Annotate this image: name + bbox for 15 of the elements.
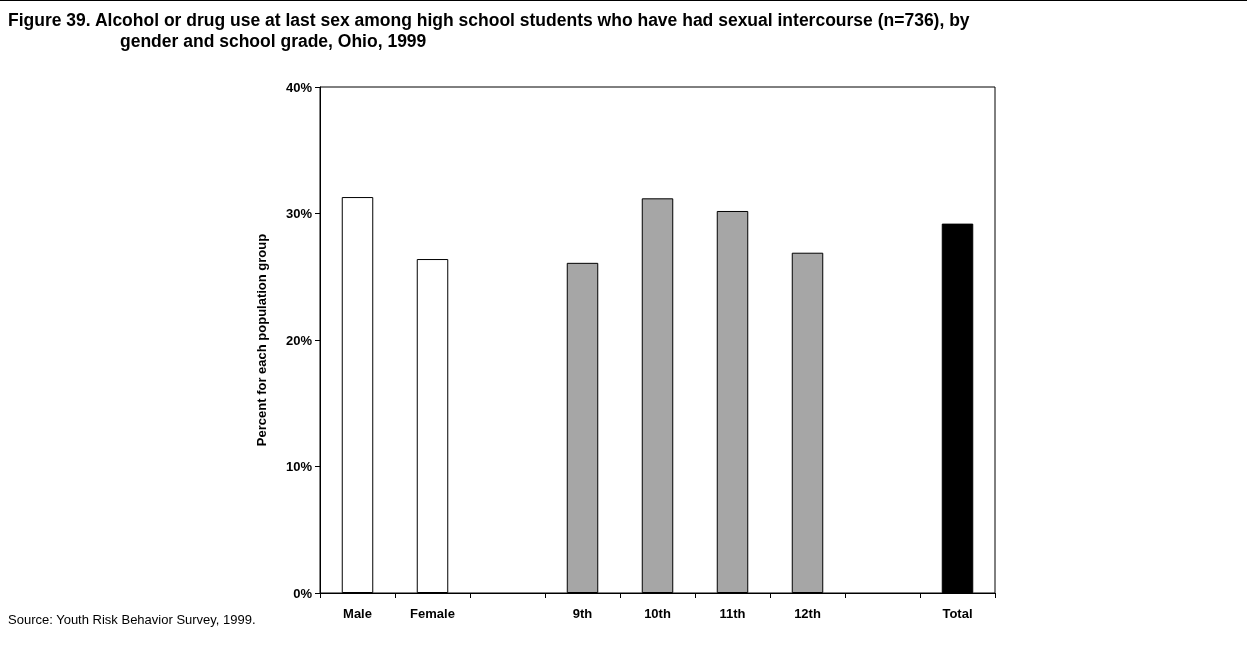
x-tick-label: Female xyxy=(410,606,455,621)
source-note: Source: Youth Risk Behavior Survey, 1999. xyxy=(8,612,256,627)
x-tick-label: 12th xyxy=(794,606,821,621)
chart-title: Figure 39. Alcohol or drug use at last sex among high school students who have had sexual intercourse (n=736), by gender and school grade, Ohio, 1999 xyxy=(8,10,971,52)
y-tick-label: 10% xyxy=(285,459,313,474)
y-tick-label: 0% xyxy=(293,585,313,601)
y-tick-label: 40% xyxy=(285,79,313,95)
x-tick-label: Total xyxy=(942,606,973,621)
x-tick-label: 9th xyxy=(572,606,593,621)
y-axis-title: Percent for each population group xyxy=(254,233,269,447)
x-tick-label: Male xyxy=(343,606,372,621)
y-tick-label: 20% xyxy=(285,332,313,348)
x-tick-label: 11th xyxy=(719,606,746,621)
x-tick-label: 10th xyxy=(644,606,671,621)
y-tick-label: 30% xyxy=(285,206,313,221)
